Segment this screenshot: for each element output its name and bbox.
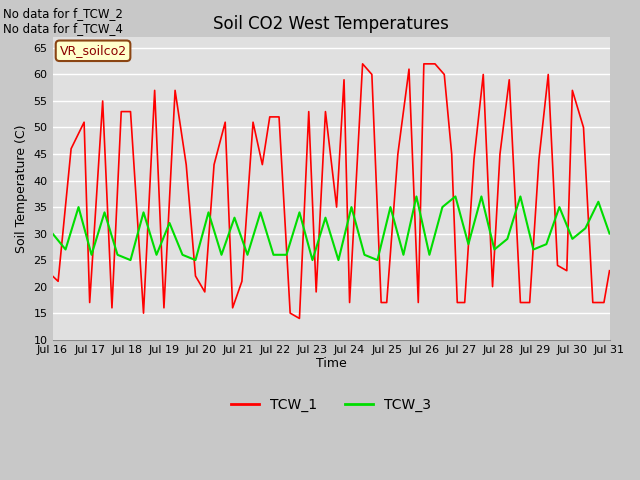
TCW_3	[322, 215, 330, 220]
TCW_3	[140, 209, 147, 215]
TCW_3	[296, 209, 303, 215]
TCW_3	[191, 257, 199, 263]
Line: TCW_1: TCW_1	[52, 64, 609, 318]
TCW_3	[374, 257, 381, 263]
TCW_3	[75, 204, 83, 210]
TCW_3	[556, 204, 563, 210]
TCW_3	[244, 252, 252, 258]
TCW_3	[360, 252, 368, 258]
TCW_3	[490, 247, 498, 252]
TCW_3	[49, 231, 56, 237]
Y-axis label: Soil Temperature (C): Soil Temperature (C)	[15, 124, 28, 253]
Text: VR_soilco2: VR_soilco2	[60, 44, 127, 57]
TCW_3	[257, 209, 264, 215]
TCW_1	[605, 268, 613, 274]
TCW_3	[595, 199, 602, 204]
TCW_3	[179, 252, 186, 258]
TCW_1	[415, 300, 422, 305]
TCW_3	[543, 241, 550, 247]
Legend: TCW_1, TCW_3: TCW_1, TCW_3	[226, 392, 436, 418]
TCW_3	[504, 236, 511, 242]
TCW_3	[399, 252, 407, 258]
TCW_3	[582, 226, 589, 231]
TCW_3	[100, 209, 108, 215]
TCW_1	[49, 273, 56, 279]
TCW_1	[172, 87, 179, 93]
TCW_3	[218, 252, 225, 258]
Text: No data for f_TCW_2: No data for f_TCW_2	[3, 7, 123, 20]
TCW_3	[387, 204, 394, 210]
TCW_3	[438, 204, 446, 210]
TCW_3	[205, 209, 212, 215]
TCW_3	[452, 193, 460, 199]
Title: Soil CO2 West Temperatures: Soil CO2 West Temperatures	[213, 15, 449, 33]
Text: No data for f_TCW_4: No data for f_TCW_4	[3, 22, 123, 35]
TCW_3	[426, 252, 433, 258]
TCW_1	[296, 315, 303, 321]
X-axis label: Time: Time	[316, 357, 346, 370]
TCW_3	[516, 193, 524, 199]
TCW_3	[114, 252, 122, 258]
TCW_3	[88, 252, 95, 258]
TCW_3	[477, 193, 485, 199]
TCW_3	[127, 257, 134, 263]
Line: TCW_3: TCW_3	[52, 196, 609, 260]
TCW_3	[529, 247, 537, 252]
TCW_3	[605, 231, 613, 237]
TCW_3	[308, 257, 316, 263]
TCW_3	[61, 247, 69, 252]
TCW_3	[348, 204, 355, 210]
TCW_3	[230, 215, 238, 220]
TCW_1	[554, 263, 561, 268]
TCW_3	[568, 236, 576, 242]
TCW_3	[153, 252, 161, 258]
TCW_3	[269, 252, 277, 258]
TCW_3	[413, 193, 420, 199]
TCW_1	[359, 61, 367, 67]
TCW_3	[166, 220, 173, 226]
TCW_1	[378, 300, 385, 305]
TCW_3	[465, 241, 472, 247]
TCW_3	[283, 252, 291, 258]
TCW_1	[191, 273, 199, 279]
TCW_1	[259, 162, 266, 168]
TCW_3	[335, 257, 342, 263]
